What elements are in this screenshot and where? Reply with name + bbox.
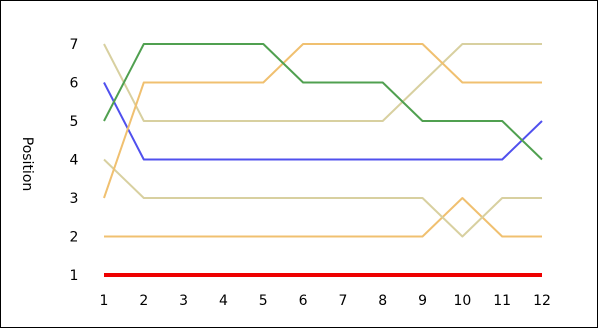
- y-tick-label: 2: [70, 230, 79, 246]
- x-tick-label: 5: [259, 293, 268, 309]
- series-line-7: [103, 43, 543, 161]
- x-tick-label: 1: [100, 293, 109, 309]
- y-tick-labels: 1 2 3 4 5 6 7: [70, 37, 79, 284]
- x-tick-label: 4: [219, 293, 228, 309]
- series-line-5: [103, 43, 542, 122]
- y-tick-label: 3: [70, 191, 79, 207]
- y-tick-label: 1: [70, 268, 79, 284]
- series-layer: [103, 43, 543, 277]
- x-tick-label: 3: [179, 293, 188, 309]
- series-line-4: [103, 82, 543, 161]
- x-tick-label: 6: [299, 293, 308, 309]
- x-tick-label: 10: [453, 293, 471, 309]
- y-tick-label: 6: [70, 76, 79, 92]
- series-line-2: [104, 197, 542, 238]
- x-tick-label: 7: [338, 293, 347, 309]
- x-tick-label: 2: [139, 293, 148, 309]
- x-tick-labels: 1 2 3 4 5 6 7 8 9 10 11 12: [100, 293, 551, 309]
- x-tick-label: 9: [418, 293, 427, 309]
- y-tick-label: 7: [70, 37, 79, 53]
- x-tick-label: 12: [533, 293, 551, 309]
- series-line-6: [103, 43, 542, 199]
- y-tick-label: 5: [70, 114, 79, 130]
- series-line-3: [103, 158, 542, 238]
- y-axis-title: Position: [19, 137, 35, 192]
- y-tick-label: 4: [70, 153, 79, 169]
- x-tick-label: 11: [493, 293, 511, 309]
- x-tick-label: 8: [378, 293, 387, 309]
